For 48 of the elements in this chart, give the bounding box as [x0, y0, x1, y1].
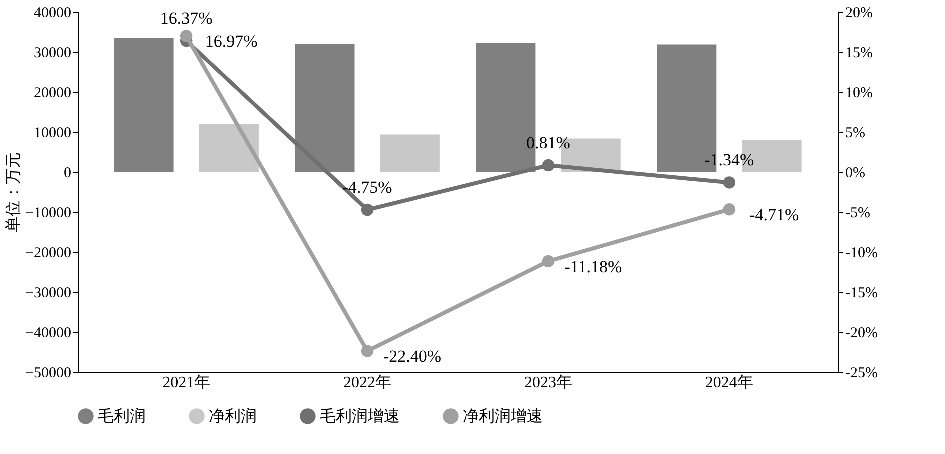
- bar: [380, 134, 440, 172]
- data-label: -1.34%: [704, 150, 754, 170]
- y-tick-label: −20000: [26, 246, 72, 262]
- y2-tick-label: -15%: [846, 286, 878, 302]
- data-label: 0.81%: [526, 134, 570, 153]
- point: [542, 159, 555, 172]
- x-tick-label: 2022年: [344, 374, 392, 392]
- y-tick-label: 30000: [34, 46, 72, 62]
- y-tick-label: 20000: [34, 86, 72, 102]
- data-label: 16.97%: [205, 32, 258, 52]
- legend-label: 毛利润增速: [320, 407, 400, 426]
- bar: [199, 124, 259, 172]
- bar: [295, 44, 355, 172]
- y-tick-label: 40000: [34, 6, 72, 22]
- point: [723, 176, 736, 189]
- y-tick-label: −30000: [26, 286, 72, 302]
- y-tick-label: −10000: [26, 206, 72, 222]
- y2-tick-label: -25%: [846, 366, 878, 382]
- point: [361, 204, 374, 216]
- data-label: -11.18%: [564, 257, 622, 276]
- y2-tick-label: 10%: [846, 86, 873, 102]
- y-tick-label: 0: [64, 166, 72, 182]
- legend-label: 净利润增速: [463, 407, 543, 426]
- x-tick-label: 2021年: [162, 374, 211, 392]
- data-label: -4.75%: [342, 178, 392, 197]
- y-tick-label: 10000: [34, 126, 72, 142]
- y2-tick-label: -5%: [846, 206, 870, 222]
- y2-tick-label: 0%: [846, 166, 866, 182]
- legend-label: 净利润: [209, 407, 257, 426]
- y-axis-title: 单位：万元: [4, 152, 23, 232]
- point: [723, 204, 736, 216]
- data-label: -22.40%: [383, 347, 442, 366]
- data-label: -4.71%: [750, 206, 800, 225]
- bar: [114, 38, 174, 172]
- legend-label: 毛利润: [98, 407, 146, 426]
- y-tick-label: −40000: [26, 326, 72, 342]
- y2-tick-label: -10%: [846, 246, 878, 262]
- x-tick-label: 2024年: [705, 374, 754, 392]
- y2-tick-label: 5%: [846, 126, 866, 142]
- y2-tick-label: 15%: [846, 46, 873, 62]
- data-label: 16.37%: [160, 9, 213, 28]
- y2-tick-label: -20%: [846, 326, 878, 342]
- x-tick-label: 2023年: [524, 374, 572, 392]
- y2-tick-label: 20%: [846, 6, 873, 22]
- y-tick-label: −50000: [26, 366, 72, 382]
- point: [361, 345, 374, 358]
- point: [542, 255, 555, 268]
- point: [180, 30, 193, 42]
